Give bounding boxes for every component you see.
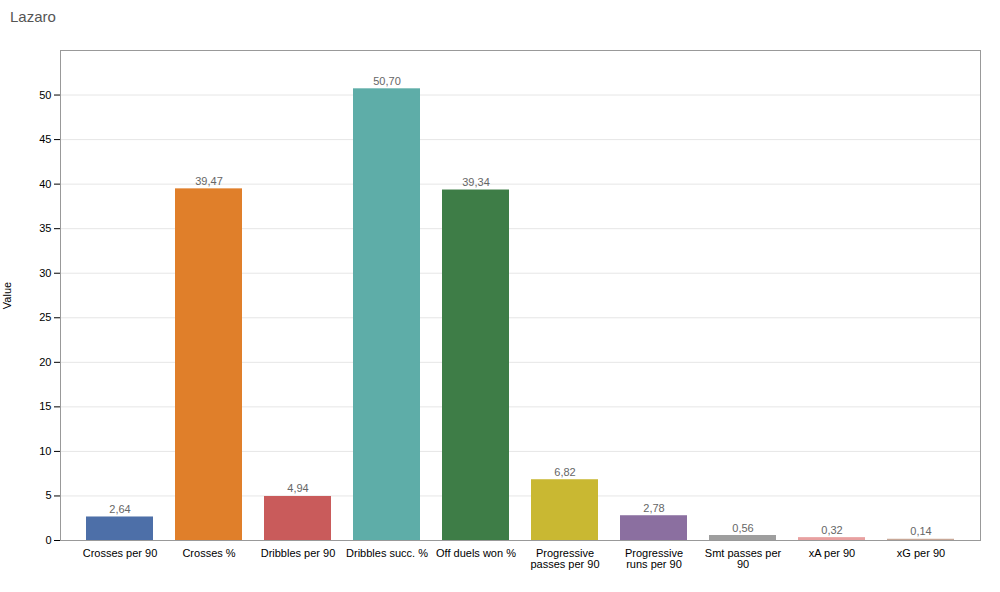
- svg-text:Progressiveruns per 90: Progressiveruns per 90: [625, 547, 683, 570]
- svg-text:20: 20: [39, 356, 51, 368]
- svg-text:0,14: 0,14: [910, 525, 931, 537]
- svg-text:0,56: 0,56: [732, 522, 753, 534]
- svg-text:5: 5: [45, 489, 51, 501]
- svg-text:Value: Value: [1, 282, 13, 309]
- svg-text:4,94: 4,94: [287, 482, 308, 494]
- svg-text:0: 0: [45, 534, 51, 546]
- svg-text:xG per 90: xG per 90: [897, 547, 945, 559]
- svg-text:35: 35: [39, 222, 51, 234]
- svg-text:Crosses per 90: Crosses per 90: [83, 547, 158, 559]
- svg-text:39,34: 39,34: [462, 176, 490, 188]
- svg-text:Crosses %: Crosses %: [182, 547, 235, 559]
- svg-text:Smt passes per90: Smt passes per90: [705, 547, 782, 570]
- svg-text:45: 45: [39, 133, 51, 145]
- svg-text:30: 30: [39, 267, 51, 279]
- svg-text:40: 40: [39, 178, 51, 190]
- svg-text:6,82: 6,82: [554, 466, 575, 478]
- svg-text:Progressivepasses per 90: Progressivepasses per 90: [530, 547, 599, 570]
- svg-text:10: 10: [39, 445, 51, 457]
- svg-text:50: 50: [39, 89, 51, 101]
- svg-text:Dribbles per 90: Dribbles per 90: [261, 547, 336, 559]
- svg-text:2,64: 2,64: [109, 503, 130, 515]
- svg-text:39,47: 39,47: [195, 175, 223, 187]
- svg-text:Off duels won %: Off duels won %: [436, 547, 516, 559]
- html-text:Lazaro: Lazaro: [10, 8, 56, 25]
- svg-text:0,32: 0,32: [821, 524, 842, 536]
- svg-text:50,70: 50,70: [373, 75, 401, 87]
- svg-text:25: 25: [39, 311, 51, 323]
- svg-text:15: 15: [39, 400, 51, 412]
- svg-text:2,78: 2,78: [643, 502, 664, 514]
- svg-text:xA per 90: xA per 90: [809, 547, 855, 559]
- svg-text:Dribbles succ. %: Dribbles succ. %: [346, 547, 428, 559]
